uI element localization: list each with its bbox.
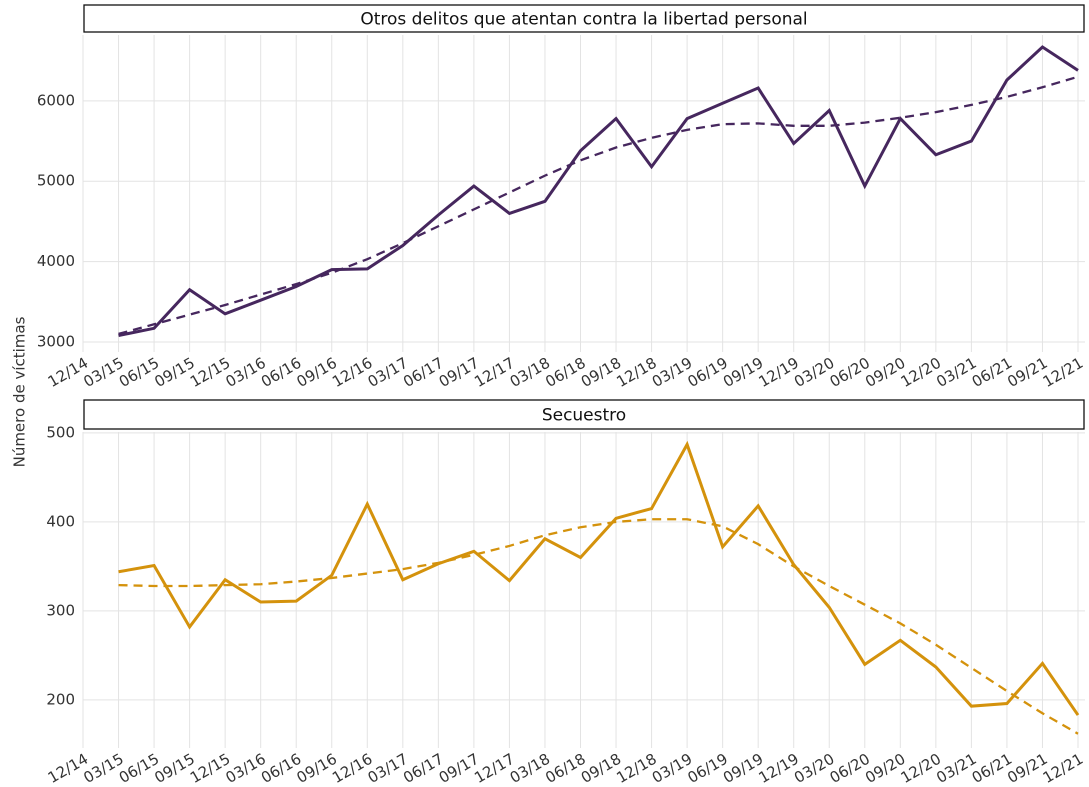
series-line	[118, 440, 1080, 716]
y-tick-label: 500	[46, 423, 75, 441]
trend-line	[118, 75, 1079, 336]
y-tick-label: 3000	[37, 332, 75, 350]
y-tick-label: 6000	[37, 91, 75, 109]
strip-title: Secuestro	[542, 406, 626, 426]
y-tick-label: 4000	[37, 252, 75, 270]
strip-title: Otros delitos que atentan contra la libe…	[360, 10, 807, 30]
y-tick-label: 400	[46, 512, 75, 530]
strip	[83, 4, 1085, 33]
y-tick-label: 300	[46, 601, 75, 619]
y-axis-title: Número de víctimas	[11, 316, 29, 467]
y-tick-label: 200	[46, 690, 75, 708]
x-tick-label: 12/21	[1040, 354, 1086, 391]
x-tick-label: 12/21	[1040, 750, 1086, 783]
y-tick-label: 5000	[37, 172, 75, 190]
series-line	[118, 45, 1079, 337]
trend-line	[118, 518, 1079, 735]
strip	[83, 399, 1085, 430]
